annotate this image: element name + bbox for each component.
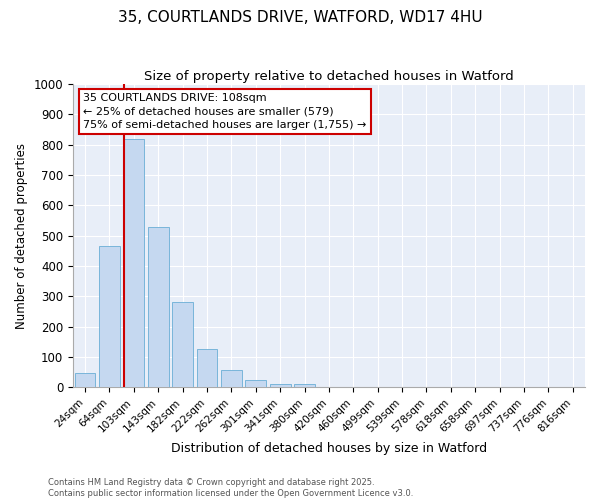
Bar <box>172 302 193 387</box>
Bar <box>270 384 290 387</box>
Bar <box>245 380 266 387</box>
Text: 35 COURTLANDS DRIVE: 108sqm
← 25% of detached houses are smaller (579)
75% of se: 35 COURTLANDS DRIVE: 108sqm ← 25% of det… <box>83 94 367 130</box>
Bar <box>294 384 315 387</box>
X-axis label: Distribution of detached houses by size in Watford: Distribution of detached houses by size … <box>171 442 487 455</box>
Title: Size of property relative to detached houses in Watford: Size of property relative to detached ho… <box>144 70 514 83</box>
Bar <box>221 370 242 387</box>
Bar <box>148 226 169 387</box>
Bar <box>99 246 120 387</box>
Y-axis label: Number of detached properties: Number of detached properties <box>15 142 28 328</box>
Text: 35, COURTLANDS DRIVE, WATFORD, WD17 4HU: 35, COURTLANDS DRIVE, WATFORD, WD17 4HU <box>118 10 482 25</box>
Bar <box>197 349 217 387</box>
Text: Contains HM Land Registry data © Crown copyright and database right 2025.
Contai: Contains HM Land Registry data © Crown c… <box>48 478 413 498</box>
Bar <box>75 373 95 387</box>
Bar <box>124 138 144 387</box>
